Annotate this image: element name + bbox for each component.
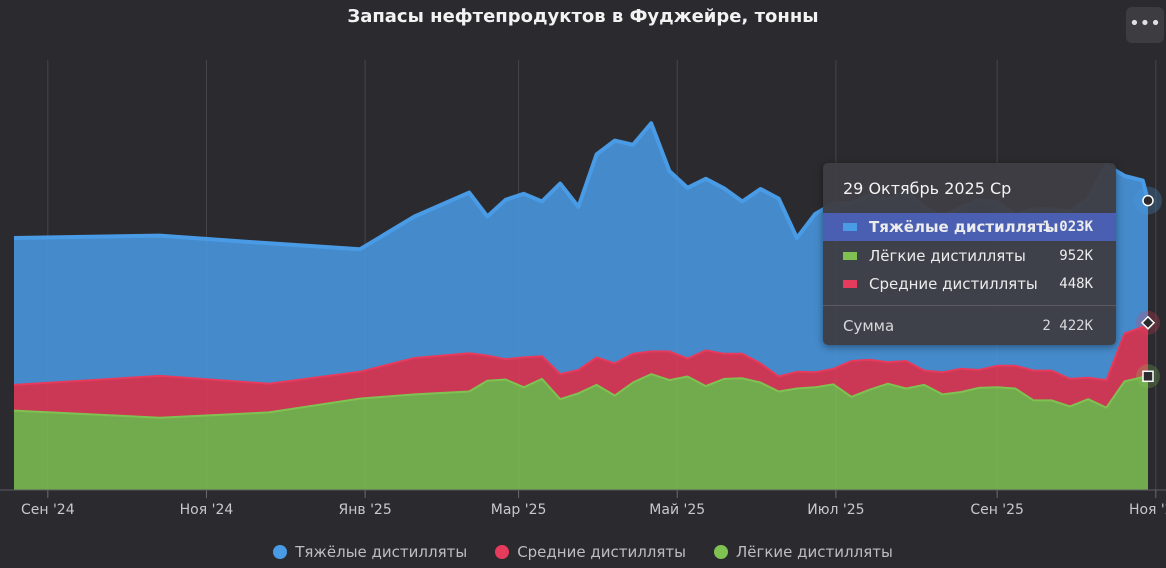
tooltip-row-value: 448K — [1059, 276, 1093, 292]
marker-light[interactable] — [1142, 370, 1154, 383]
tooltip-swatch-medium — [843, 280, 857, 288]
area-light-distillates[interactable] — [14, 374, 1148, 490]
tooltip-row-value: 952K — [1059, 248, 1093, 264]
tooltip-row-name: Тяжёлые дистилляты — [869, 218, 1059, 236]
tooltip-row-name: Средние дистилляты — [869, 275, 1038, 293]
x-tick-label: Ноя '24 — [180, 502, 234, 518]
x-tick-label: Мар '25 — [491, 502, 547, 518]
marker-heavy[interactable] — [1142, 194, 1154, 207]
chart-tooltip: 29 Октябрь 2025 Ср Тяжёлые дистилляты 1 … — [823, 163, 1116, 345]
tooltip-swatch-heavy — [843, 223, 857, 231]
tooltip-sum-label: Сумма — [843, 317, 895, 335]
legend-item-heavy[interactable]: Тяжёлые дистилляты — [273, 540, 467, 564]
tooltip-sum-value: 2 422K — [1042, 318, 1093, 334]
chart-title: Запасы нефтепродуктов в Фуджейре, тонны — [347, 6, 819, 27]
tooltip-row-name: Лёгкие дистилляты — [869, 247, 1026, 265]
area-medium-distillates[interactable] — [14, 322, 1148, 418]
x-tick-label: Май '25 — [649, 502, 705, 518]
x-tick-label: Июл '25 — [807, 502, 864, 518]
tooltip-swatch-light — [843, 252, 857, 260]
tooltip-date: 29 Октябрь 2025 Ср — [843, 179, 1012, 198]
tooltip-row-value: 1 023K — [1042, 219, 1093, 235]
tooltip-separator — [823, 305, 1116, 306]
legend-label: Лёгкие дистилляты — [735, 543, 893, 561]
marker-medium[interactable] — [1140, 315, 1156, 330]
tooltip-row-heavy: Тяжёлые дистилляты 1 023K — [823, 213, 1116, 241]
legend-label: Средние дистилляты — [517, 543, 686, 561]
line-medium-distillates — [13, 322, 1149, 386]
x-tick-label: Ноя '25 — [1129, 502, 1166, 518]
tooltip-row-medium: Средние дистилляты 448K — [823, 270, 1116, 298]
x-tick-label: Сен '24 — [21, 502, 75, 518]
legend-dot-icon — [713, 545, 728, 559]
legend-dot-icon — [495, 545, 510, 559]
chart-plot[interactable]: Сен '24 Ноя '24 Янв '25 Мар '25 Май '25 Июл '… — [0, 0, 1166, 540]
x-tick-label: Янв '25 — [338, 502, 391, 518]
x-tick-label: Сен '25 — [970, 502, 1024, 518]
chart-menu-button[interactable]: ••• — [1126, 7, 1164, 43]
legend-label: Тяжёлые дистилляты — [295, 543, 468, 561]
legend-dot-icon — [273, 545, 288, 559]
more-horizontal-icon: ••• — [1129, 13, 1161, 34]
chart-legend: Тяжёлые дистилляты Средние дистилляты Лё… — [0, 540, 1166, 564]
legend-item-medium[interactable]: Средние дистилляты — [495, 540, 686, 564]
tooltip-row-light: Лёгкие дистилляты 952K — [823, 242, 1116, 270]
line-light-distillates — [13, 373, 1149, 419]
legend-item-light[interactable]: Лёгкие дистилляты — [713, 540, 893, 564]
